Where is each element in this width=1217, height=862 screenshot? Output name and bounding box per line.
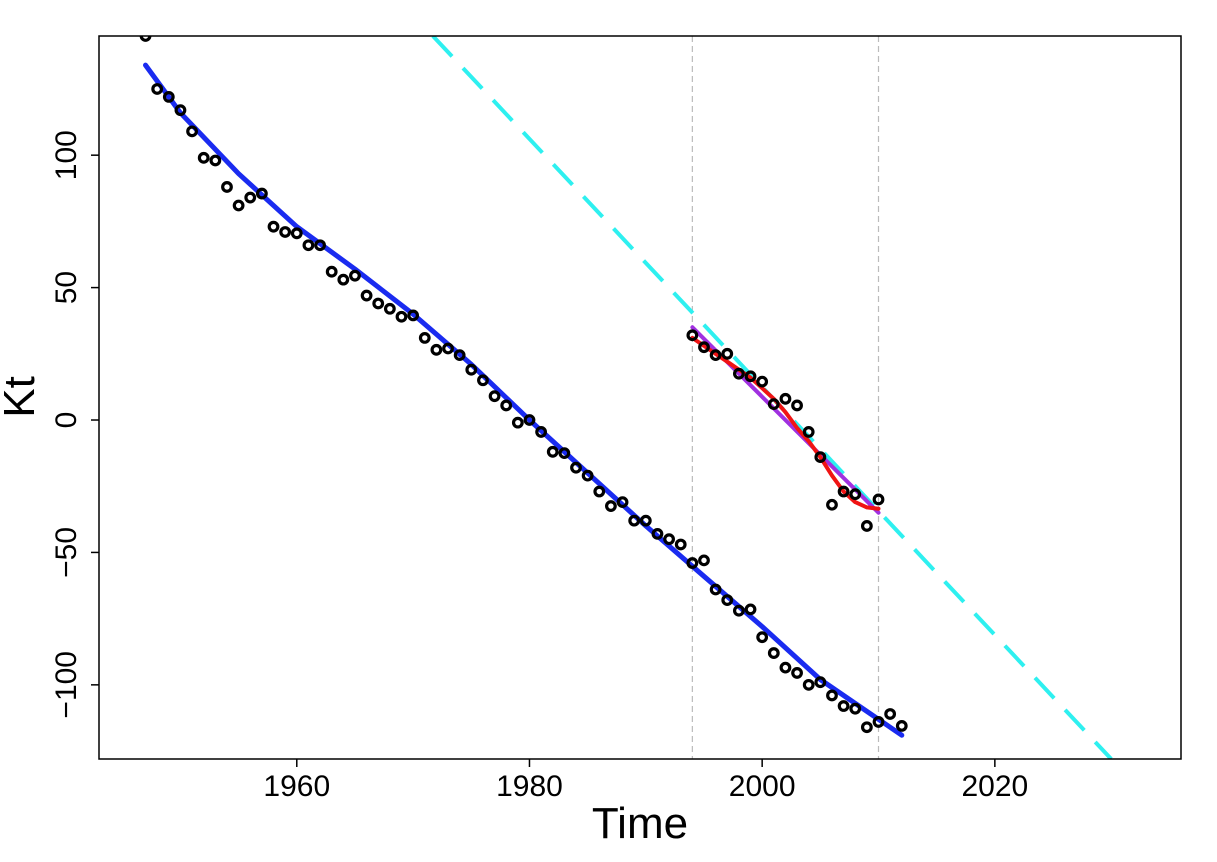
data-point (162, 91, 175, 103)
y-tick-label: 0 (50, 412, 83, 429)
x-axis-title: Time (592, 799, 688, 848)
data-point (860, 721, 873, 734)
data-point (895, 719, 908, 732)
data-point (744, 370, 757, 383)
data-point (546, 445, 559, 458)
x-tick-label: 1960 (263, 770, 330, 803)
data-point (349, 269, 361, 282)
y-tick-label: −100 (50, 651, 83, 719)
data-point (814, 451, 827, 463)
data-point (500, 399, 513, 412)
data-point (837, 485, 850, 498)
data-point (732, 604, 745, 617)
data-point (430, 343, 443, 356)
x-tick-label: 2020 (961, 770, 1028, 803)
data-point (302, 239, 315, 252)
data-point (837, 700, 850, 712)
y-tick-label: −50 (50, 527, 83, 578)
data-point (674, 538, 687, 551)
data-point (151, 83, 164, 95)
data-point (686, 329, 699, 342)
data-point (802, 678, 815, 691)
data-point (860, 520, 873, 532)
data-point (244, 191, 257, 204)
data-point (849, 702, 862, 715)
data-point (453, 349, 466, 362)
data-point (732, 367, 745, 380)
data-point (709, 583, 722, 596)
data-point (255, 187, 268, 200)
data-point (686, 557, 699, 569)
data-point (209, 154, 222, 167)
data-point (290, 227, 303, 240)
data-point (779, 661, 792, 674)
data-point (314, 239, 326, 252)
y-axis-title: Kt (0, 376, 44, 418)
data-point (488, 390, 501, 403)
data-point (802, 426, 815, 438)
data-point (779, 392, 792, 405)
data-point (581, 469, 594, 482)
data-point (372, 297, 385, 310)
y-axis: 100 50 0 −50 −100 (50, 130, 99, 719)
data-point (360, 289, 373, 302)
data-point (418, 332, 431, 344)
data-point (698, 554, 710, 567)
data-point (616, 496, 629, 509)
data-point (826, 498, 838, 511)
data-point (767, 398, 780, 411)
data-point (826, 689, 838, 702)
plot-frame (98, 35, 1182, 760)
data-point (174, 104, 187, 117)
data-point (465, 363, 478, 376)
data-point (605, 500, 617, 512)
x-tick-label: 2000 (729, 770, 796, 803)
data-point (872, 493, 885, 506)
y-tick-label: 50 (50, 271, 83, 304)
data-point (570, 461, 582, 474)
data-point (756, 375, 769, 388)
data-point (884, 708, 897, 720)
data-point (767, 647, 780, 659)
data-point (698, 341, 710, 354)
data-point (279, 226, 292, 238)
data-point (791, 399, 803, 412)
data-point (721, 347, 734, 360)
data-point (383, 302, 396, 315)
data-point (872, 716, 885, 728)
plot-series (139, 36, 1113, 759)
data-point (325, 265, 338, 278)
data-point (628, 514, 641, 527)
data-point (663, 533, 675, 546)
data-point (651, 527, 664, 540)
x-tick-label: 1980 (496, 770, 563, 803)
data-point (849, 488, 862, 501)
data-point (442, 342, 454, 355)
data-point (407, 309, 420, 322)
data-point (721, 594, 734, 606)
data-point (186, 125, 198, 138)
y-tick-label: 100 (50, 130, 83, 180)
data-point (511, 416, 524, 429)
data-point (197, 151, 210, 164)
reference-lines (691, 36, 880, 759)
data-point (535, 426, 548, 438)
data-point (267, 220, 280, 233)
data-point (814, 676, 827, 689)
data-point (593, 485, 606, 498)
x-axis: 1960 1980 2000 2020 (263, 759, 1028, 803)
data-point (337, 273, 350, 286)
data-point (756, 631, 769, 644)
data-point (639, 514, 652, 527)
data-point (744, 603, 757, 616)
data-point (709, 349, 722, 362)
data-point (558, 447, 571, 460)
data-point (232, 199, 245, 212)
data-point (221, 181, 233, 193)
data-point (395, 310, 408, 323)
data-point (477, 374, 489, 387)
data-point (791, 667, 803, 679)
data-point (523, 414, 536, 426)
